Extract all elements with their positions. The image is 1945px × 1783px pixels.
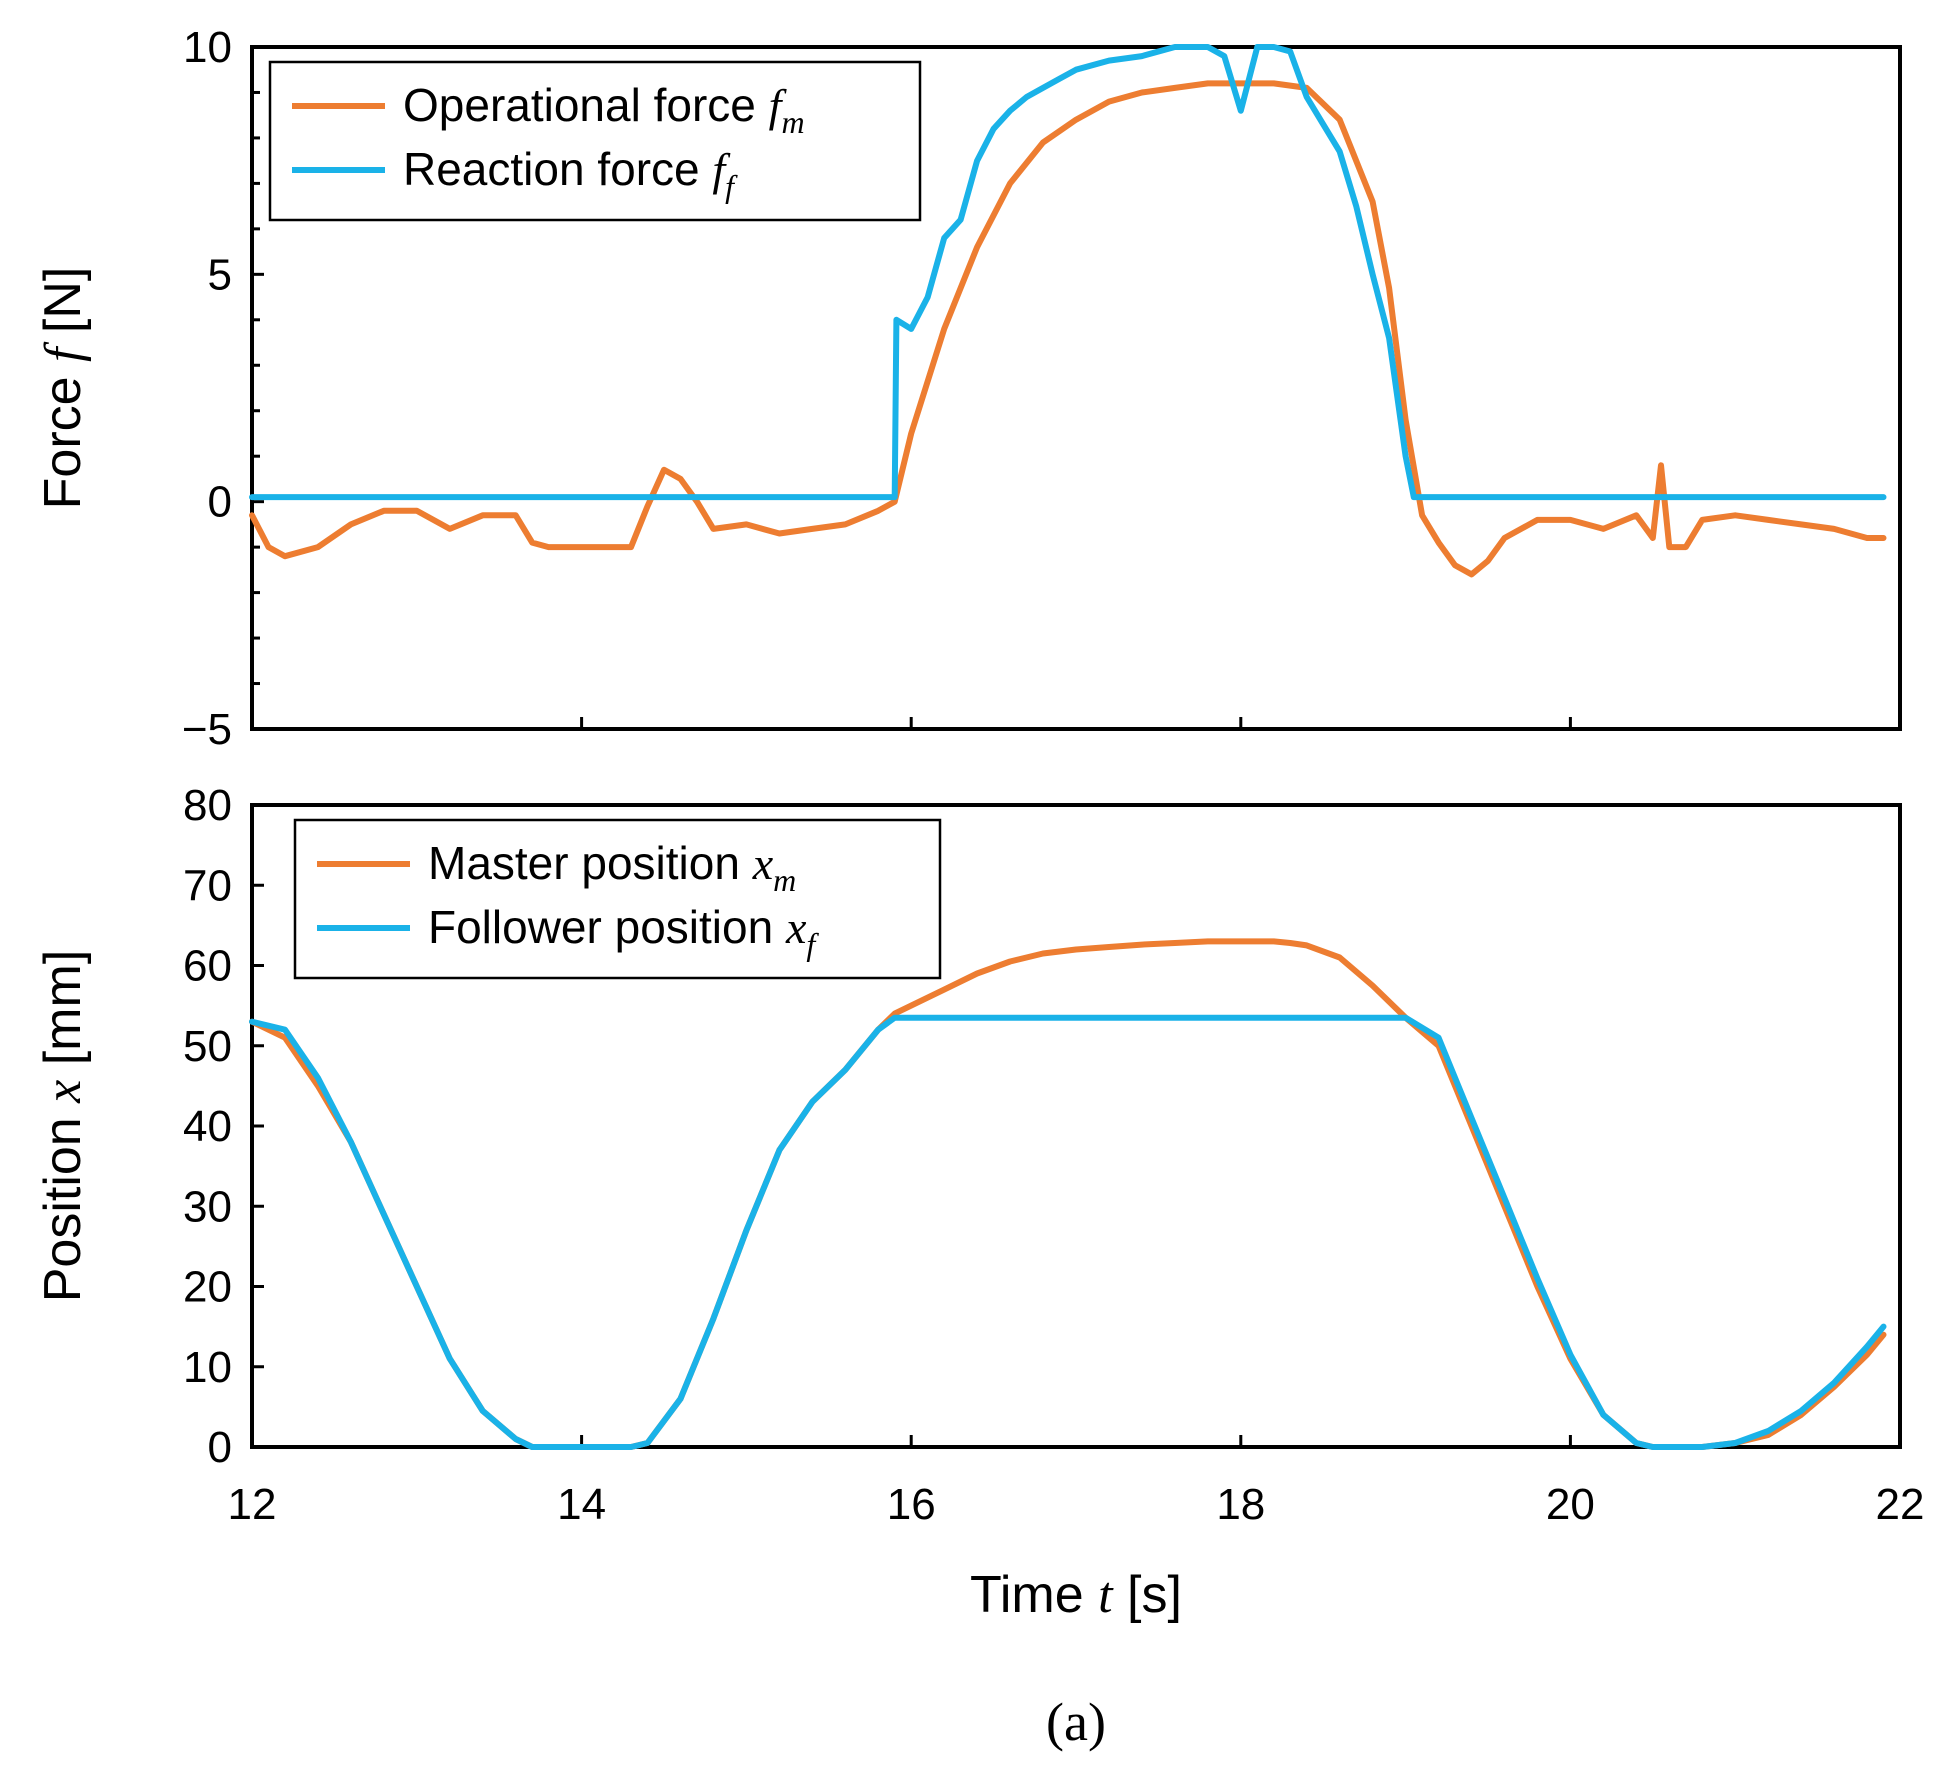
force-y-tick-label: −5 bbox=[182, 705, 232, 754]
force-series-reaction-force bbox=[249, 44, 1887, 501]
position-panel: 0 10 20 30 40 50 60 70 80 12 14 16 18 20 22 Position … bbox=[34, 781, 1924, 1624]
position-y-tick-label: 80 bbox=[183, 781, 232, 830]
position-y-tick-label: 20 bbox=[183, 1263, 232, 1312]
force-y-tick-label: 0 bbox=[208, 478, 232, 527]
force-y-tick-label: 5 bbox=[208, 250, 232, 299]
position-y-tick-label: 50 bbox=[183, 1022, 232, 1071]
legend-label-operational-force: Operational force fm bbox=[403, 79, 805, 140]
time-x-axis-title: Time t [s] bbox=[970, 1566, 1182, 1624]
time-x-tick-label: 20 bbox=[1546, 1480, 1595, 1529]
position-y-tick-label: 30 bbox=[183, 1182, 232, 1231]
position-y-tick-label: 70 bbox=[183, 861, 232, 910]
position-series-follower-position bbox=[249, 1014, 1887, 1450]
position-series bbox=[249, 938, 1887, 1450]
force-x-ticks bbox=[250, 717, 1902, 729]
position-x-ticks: 12 14 16 18 20 22 bbox=[228, 1435, 1925, 1529]
force-y-axis-title: Force f [N] bbox=[34, 267, 92, 510]
position-y-tick-label: 10 bbox=[183, 1343, 232, 1392]
time-x-tick-label: 12 bbox=[228, 1480, 277, 1529]
position-y-tick-label: 60 bbox=[183, 942, 232, 991]
legend-label-master-position: Master position xm bbox=[428, 837, 796, 898]
position-legend-box bbox=[293, 818, 942, 980]
force-series bbox=[249, 44, 1887, 578]
force-panel: −5 0 5 10 Force f [N] Operational force fm … bbox=[34, 23, 1902, 754]
time-x-tick-label: 18 bbox=[1216, 1480, 1265, 1529]
position-y-tick-label: 0 bbox=[208, 1423, 232, 1472]
time-x-tick-label: 16 bbox=[887, 1480, 936, 1529]
force-minor-ticks bbox=[252, 90, 260, 686]
time-x-tick-label: 14 bbox=[557, 1480, 606, 1529]
position-y-tick-label: 40 bbox=[183, 1102, 232, 1151]
force-plot-frame bbox=[250, 45, 1902, 731]
force-series-operational-force bbox=[249, 80, 1887, 578]
force-y-tick-label: 10 bbox=[183, 23, 232, 72]
force-legend-box bbox=[268, 60, 922, 222]
force-legend: Operational force fm Reaction force ff bbox=[268, 60, 922, 222]
legend-label-follower-position: Follower position xf bbox=[428, 901, 819, 962]
figure-caption: (a) bbox=[1046, 1692, 1106, 1752]
force-y-ticks: −5 0 5 10 bbox=[182, 23, 264, 754]
legend-label-reaction-force: Reaction force ff bbox=[403, 143, 738, 204]
position-y-axis-title: Position x [mm] bbox=[34, 950, 92, 1303]
position-y-ticks: 0 10 20 30 40 50 60 70 80 bbox=[183, 781, 264, 1472]
time-x-tick-label: 22 bbox=[1876, 1480, 1925, 1529]
position-legend: Master position xm Follower position xf bbox=[293, 818, 942, 980]
